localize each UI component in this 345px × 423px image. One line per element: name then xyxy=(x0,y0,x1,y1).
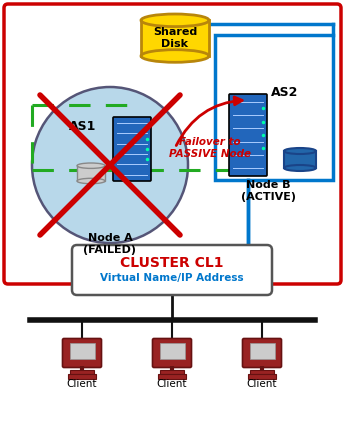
Bar xyxy=(250,370,274,374)
Bar xyxy=(141,20,209,56)
Text: Client: Client xyxy=(67,379,97,389)
Bar xyxy=(248,374,276,379)
FancyBboxPatch shape xyxy=(229,94,267,176)
FancyBboxPatch shape xyxy=(4,4,341,284)
Ellipse shape xyxy=(284,148,316,154)
FancyBboxPatch shape xyxy=(72,245,272,295)
FancyBboxPatch shape xyxy=(62,338,101,368)
Text: Node B
(ACTIVE): Node B (ACTIVE) xyxy=(240,180,296,202)
Bar xyxy=(70,370,94,374)
Text: AS1: AS1 xyxy=(69,120,97,132)
FancyBboxPatch shape xyxy=(243,338,282,368)
FancyArrowPatch shape xyxy=(176,97,242,146)
FancyBboxPatch shape xyxy=(113,117,151,181)
Bar xyxy=(284,151,316,168)
Bar xyxy=(249,343,275,359)
Bar xyxy=(159,343,185,359)
Text: Failover to
PASSIVE Node: Failover to PASSIVE Node xyxy=(169,137,251,159)
Text: Node A
(FAILED): Node A (FAILED) xyxy=(83,233,137,255)
Ellipse shape xyxy=(141,49,209,62)
Bar xyxy=(160,370,184,374)
Ellipse shape xyxy=(77,163,105,168)
Text: Shared
Disk: Shared Disk xyxy=(153,27,197,49)
Text: Client: Client xyxy=(157,379,187,389)
Ellipse shape xyxy=(284,165,316,171)
FancyBboxPatch shape xyxy=(215,35,333,180)
Text: AS2: AS2 xyxy=(271,86,298,99)
Bar xyxy=(158,374,186,379)
Bar xyxy=(68,374,96,379)
Circle shape xyxy=(32,87,188,243)
Ellipse shape xyxy=(141,14,209,27)
Text: Virtual Name/IP Address: Virtual Name/IP Address xyxy=(100,273,244,283)
Bar xyxy=(69,343,95,359)
FancyBboxPatch shape xyxy=(152,338,191,368)
Text: CLUSTER CL1: CLUSTER CL1 xyxy=(120,256,224,270)
Bar xyxy=(77,166,105,181)
Ellipse shape xyxy=(77,179,105,184)
Text: Client: Client xyxy=(247,379,277,389)
